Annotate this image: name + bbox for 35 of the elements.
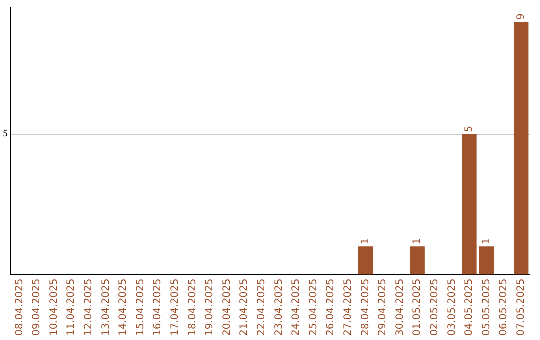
x-tick-label: 12.04.2025 [84,278,95,336]
x-tick-label: 05.05.2025 [481,278,492,336]
x-tick-label: 19.04.2025 [204,278,216,336]
x-tick-label: 24.04.2025 [291,278,302,336]
x-tick-label: 08.04.2025 [14,278,26,336]
x-tick-label: 15.04.2025 [135,278,146,336]
x-tick-label: 03.05.2025 [446,278,458,336]
x-tick-label: 16.04.2025 [152,278,164,336]
data-label: 1 [481,238,492,245]
data-label: 1 [360,238,372,245]
x-tick-label: 21.04.2025 [239,278,250,336]
x-tick-label: 01.05.2025 [412,278,424,336]
x-tick-label: 20.04.2025 [222,278,233,336]
x-tick-label: 28.04.2025 [360,278,372,336]
data-label: 9 [516,14,527,20]
x-tick-label: 13.04.2025 [100,278,112,336]
data-label: 5 [464,126,476,132]
x-tick-label: 27.04.2025 [342,278,354,336]
x-tick-label: 02.05.2025 [429,278,440,336]
x-tick-label: 04.05.2025 [464,278,476,336]
data-label: 1 [412,238,424,245]
x-tick-label: 07.05.2025 [516,278,527,336]
x-tick-label: 26.04.2025 [326,278,337,336]
x-tick-label: 25.04.2025 [308,278,320,336]
x-tick-label: 14.04.2025 [118,278,130,336]
x-tick-label: 10.04.2025 [48,278,60,336]
x-tick-label: 23.04.2025 [274,278,285,336]
x-tick-label: 22.04.2025 [256,278,268,336]
x-tick-label: 29.04.2025 [378,278,389,336]
x-tick-label: 30.04.2025 [394,278,406,336]
x-tick-label: 09.04.2025 [32,278,43,336]
x-tick-label: 11.04.2025 [66,278,78,336]
x-tick-label: 17.04.2025 [170,278,182,336]
x-tick-label: 18.04.2025 [187,278,198,336]
x-tick-label: 06.05.2025 [498,278,510,336]
